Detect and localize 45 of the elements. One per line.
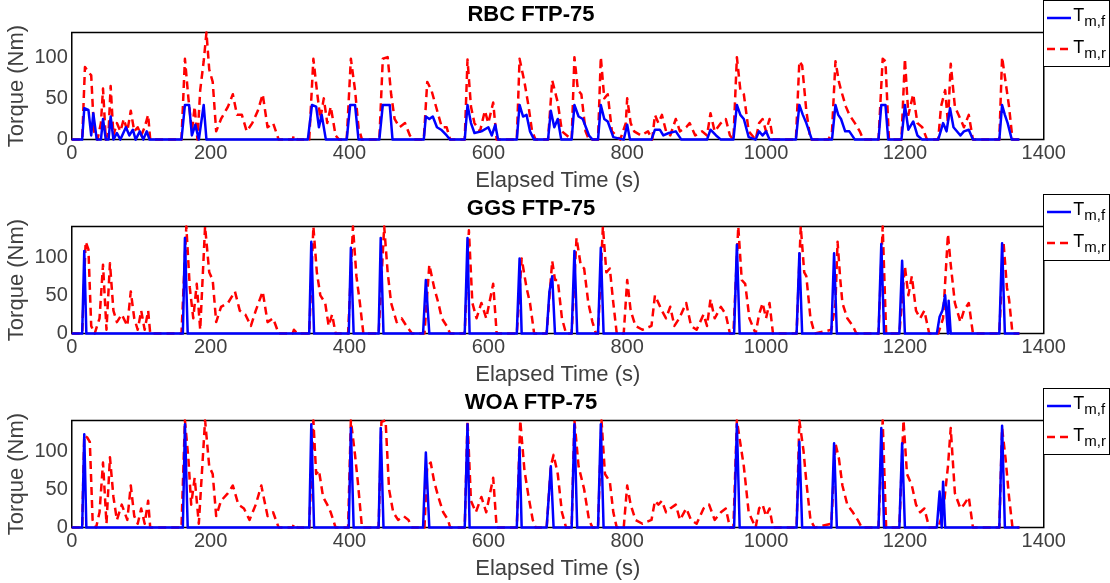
legend-label: T$_{m,r}$: [1073, 35, 1106, 63]
x-tick-label: 400: [332, 141, 367, 164]
x-tick-label: 1400: [1021, 141, 1066, 164]
x-tick-label: 200: [193, 335, 228, 358]
legend-label: T$_{m,f}$: [1073, 392, 1106, 419]
y-tick-label: 0: [56, 321, 68, 344]
y-tick-label: 0: [56, 127, 68, 150]
x-tick-label: 600: [471, 335, 506, 358]
x-tick-label: 1000: [743, 335, 789, 358]
legend-label: T$_{m,f}$: [1073, 4, 1106, 31]
x-tick-label: 800: [610, 529, 644, 552]
chart-title: WOA FTP-75: [464, 389, 598, 415]
x-tick-label: 400: [332, 335, 367, 358]
y-tick-label: 50: [45, 85, 68, 108]
x-tick-label: 1200: [882, 335, 928, 358]
x-axis-title: Elapsed Time (s): [475, 166, 641, 192]
x-tick-label: 600: [471, 141, 506, 164]
y-tick-label: 50: [45, 476, 68, 499]
x-axis-title: Elapsed Time (s): [475, 360, 641, 386]
x-tick-label: 1000: [743, 529, 789, 552]
legend-label: T$_{m,r}$: [1073, 423, 1106, 451]
x-tick-label: 1400: [1021, 335, 1066, 358]
y-tick-label: 100: [34, 244, 68, 267]
y-axis-title: Torque (Nm): [3, 218, 29, 342]
y-tick-label: 100: [34, 44, 68, 67]
x-tick-label: 800: [610, 141, 644, 164]
y-tick-label: 0: [56, 515, 68, 538]
x-tick-label: 400: [332, 529, 367, 552]
x-tick-label: 600: [471, 529, 506, 552]
x-tick-label: 800: [610, 335, 644, 358]
legend-label: T$_{m,f}$: [1073, 198, 1106, 225]
x-tick-label: 1200: [882, 529, 928, 552]
x-tick-label: 200: [193, 529, 228, 552]
x-tick-label: 1200: [882, 141, 928, 164]
x-tick-label: 1400: [1021, 529, 1066, 552]
legend-label: T$_{m,r}$: [1073, 229, 1106, 257]
y-axis-title: Torque (Nm): [3, 24, 29, 148]
y-axis-title: Torque (Nm): [3, 412, 29, 536]
y-tick-label: 100: [34, 438, 68, 461]
x-axis-title: Elapsed Time (s): [475, 554, 641, 580]
x-tick-label: 200: [193, 141, 228, 164]
x-tick-label: 1000: [743, 141, 789, 164]
y-tick-label: 50: [45, 282, 68, 305]
chart-title: RBC FTP-75: [467, 1, 595, 27]
chart-title: GGS FTP-75: [466, 195, 596, 221]
